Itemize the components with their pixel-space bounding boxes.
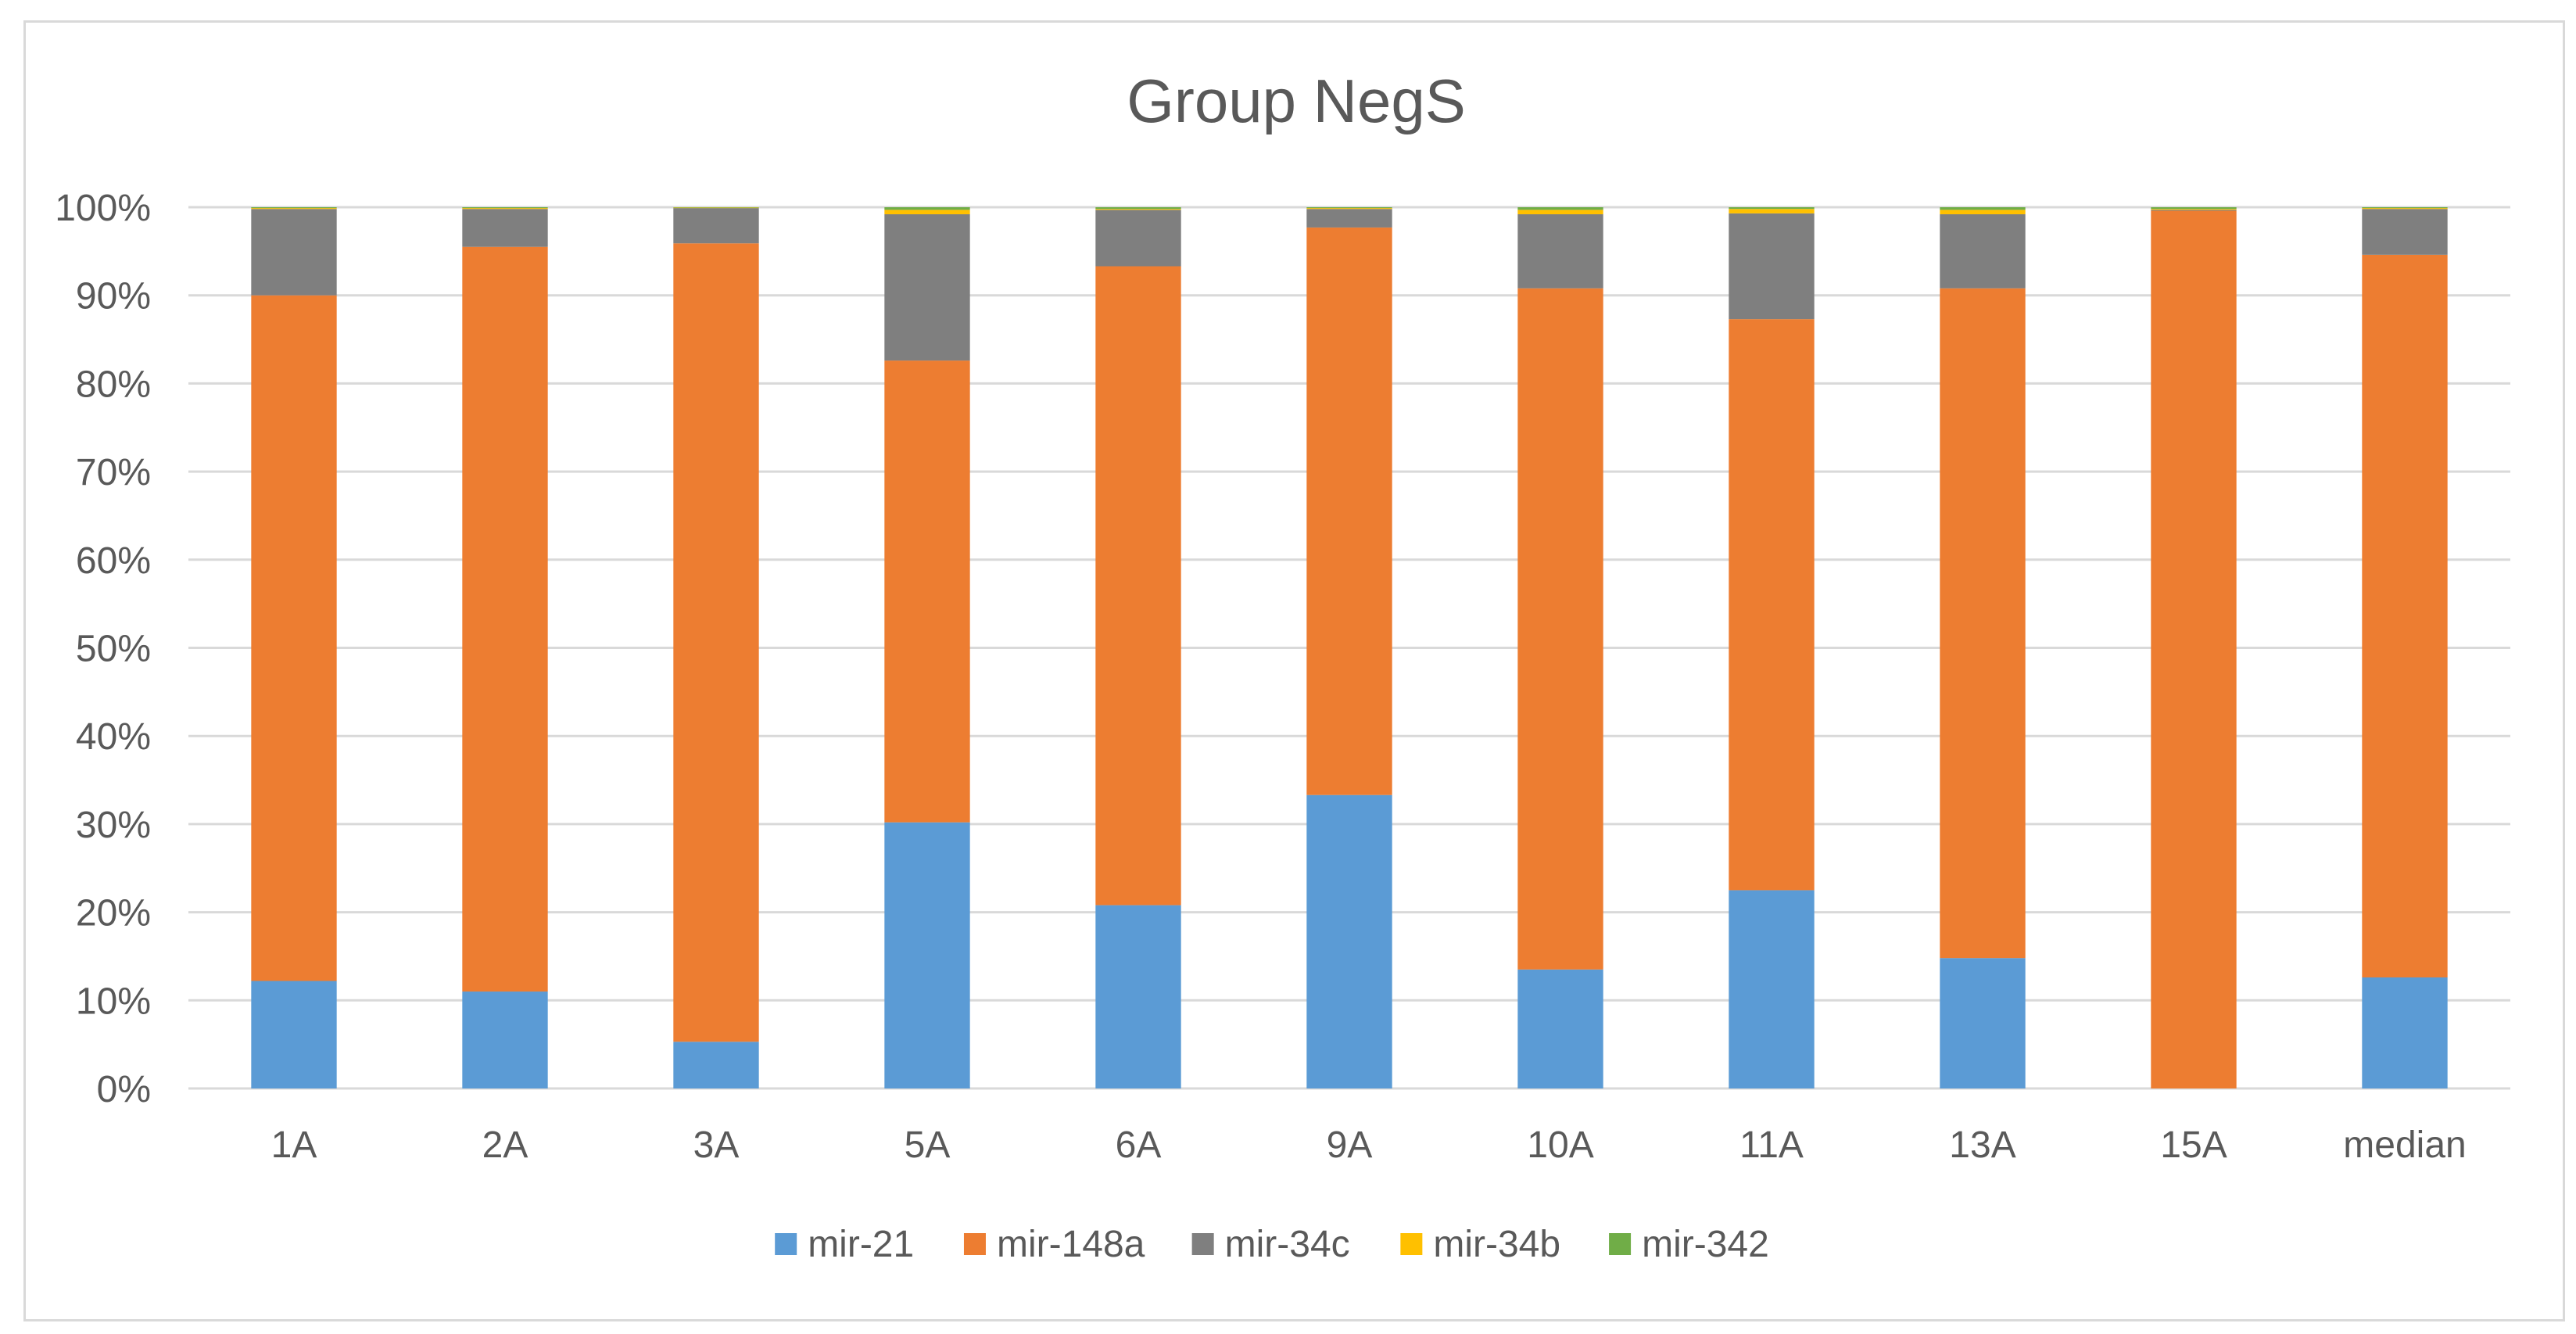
x-tick-label: 13A (1949, 1124, 2015, 1166)
y-tick-label: 40% (76, 716, 151, 758)
x-tick-label: 15A (2160, 1124, 2227, 1166)
bar-mir-34b-10A (1517, 210, 1603, 215)
bar-mir-148a-2A (462, 246, 548, 992)
x-tick-label: median (2343, 1124, 2466, 1166)
bar-mir-21-11A (1729, 890, 1815, 1088)
bar-mir-148a-1A (251, 295, 337, 981)
legend-swatch-mir-21 (775, 1233, 797, 1255)
legend-label-mir-342: mir-342 (1642, 1224, 1769, 1265)
x-tick-label: 2A (482, 1124, 528, 1166)
bar-mir-34b-9A (1306, 208, 1392, 210)
bar-mir-34b-13A (1940, 210, 2026, 215)
x-tick-label: 3A (693, 1124, 740, 1166)
bar-mir-21-1A (251, 981, 337, 1088)
bar-mir-34c-2A (462, 209, 548, 247)
x-tick-label: 9A (1327, 1124, 1373, 1166)
bar-mir-34b-11A (1729, 209, 1815, 213)
x-tick-label: 11A (1739, 1124, 1804, 1166)
legend-label-mir-21: mir-21 (808, 1224, 914, 1265)
bar-mir-34c-1A (251, 209, 337, 296)
bar-mir-148a-median (2362, 254, 2448, 977)
y-tick-label: 30% (76, 805, 151, 846)
x-tick-label: 1A (271, 1124, 317, 1166)
bar-mir-21-median (2362, 977, 2448, 1088)
bar-mir-342-5A (884, 207, 970, 210)
y-tick-label: 80% (76, 364, 151, 405)
bar-mir-148a-6A (1095, 266, 1181, 905)
bar-mir-34c-6A (1095, 210, 1181, 267)
bar-mir-342-13A (1940, 207, 2026, 210)
bar-mir-34b-15A (2151, 209, 2237, 210)
legend-label-mir-148a: mir-148a (997, 1224, 1145, 1265)
y-tick-label: 60% (76, 540, 151, 582)
chart-svg: Group NegS 0% 10% 20% 30% 40% 50% 60% 70% 80% 90%… (55, 66, 2510, 1265)
bar-mir-34c-9A (1306, 209, 1392, 228)
bar-mir-148a-5A (884, 360, 970, 823)
bar-mir-342-1A (251, 207, 337, 209)
x-tick-label: 6A (1116, 1124, 1162, 1166)
bar-mir-342-2A (462, 207, 548, 209)
bar-mir-342-11A (1729, 207, 1815, 210)
x-tick-label: 5A (905, 1124, 951, 1166)
chart-title: Group NegS (1127, 66, 1466, 135)
bar-mir-21-2A (462, 992, 548, 1088)
bar-mir-34b-5A (884, 210, 970, 215)
bar-mir-34c-5A (884, 214, 970, 361)
y-tick-label: 20% (76, 893, 151, 934)
y-tick-label: 70% (76, 452, 151, 493)
legend-swatch-mir-34b (1400, 1233, 1423, 1255)
bar-mir-21-9A (1306, 794, 1392, 1088)
bar-mir-342-3A (673, 207, 759, 208)
bar-mir-148a-15A (2151, 210, 2237, 1088)
bar-mir-34b-6A (1095, 209, 1181, 210)
bar-mir-342-9A (1306, 207, 1392, 209)
legend-label-mir-34c: mir-34c (1225, 1224, 1350, 1265)
legend-swatch-mir-342 (1609, 1233, 1632, 1255)
bar-mir-34c-11A (1729, 213, 1815, 320)
legend-label-mir-34b: mir-34b (1433, 1224, 1560, 1265)
bar-mir-342-6A (1095, 207, 1181, 210)
legend-swatch-mir-34c (1191, 1233, 1214, 1255)
bar-mir-34b-median (2362, 208, 2448, 210)
bar-mir-34c-3A (673, 208, 759, 244)
bar-mir-34b-2A (462, 208, 548, 210)
bar-mir-34b-1A (251, 208, 337, 210)
legend-swatch-mir-148a (963, 1233, 986, 1255)
y-tick-label: 50% (76, 629, 151, 670)
y-tick-label: 10% (76, 981, 151, 1022)
bar-mir-148a-11A (1729, 319, 1815, 891)
bar-mir-148a-10A (1517, 288, 1603, 970)
bar-mir-148a-3A (673, 243, 759, 1042)
bar-mir-21-5A (884, 822, 970, 1088)
chart-frame: Group NegS 0% 10% 20% 30% 40% 50% 60% 70% 80% 90%… (23, 20, 2565, 1321)
bar-mir-342-10A (1517, 207, 1603, 210)
bar-mir-21-13A (1940, 958, 2026, 1088)
y-tick-label: 90% (76, 276, 151, 317)
bar-mir-148a-9A (1306, 227, 1392, 795)
bar-mir-342-median (2362, 207, 2448, 209)
bar-mir-148a-13A (1940, 288, 2026, 959)
y-tick-label: 0% (97, 1069, 151, 1110)
x-tick-label: 10A (1527, 1124, 1593, 1166)
bar-mir-21-10A (1517, 969, 1603, 1088)
bar-mir-342-15A (2151, 207, 2237, 210)
bar-mir-21-6A (1095, 905, 1181, 1088)
y-tick-label: 100% (55, 188, 151, 229)
bar-mir-34c-13A (1940, 214, 2026, 289)
bar-mir-34b-3A (673, 207, 759, 209)
bar-mir-21-3A (673, 1042, 759, 1088)
bar-mir-34c-10A (1517, 214, 1603, 289)
bar-mir-34c-median (2362, 209, 2448, 255)
